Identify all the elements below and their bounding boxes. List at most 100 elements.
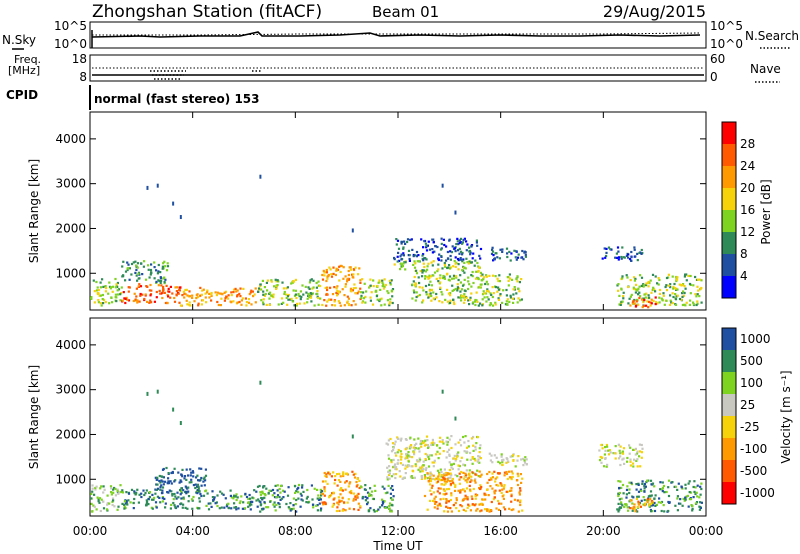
power-cell [111, 285, 115, 288]
velocity-cell [458, 482, 461, 485]
velocity-cell [629, 446, 632, 449]
power-cell [446, 250, 449, 254]
velocity-cell [439, 436, 442, 439]
power-cell [471, 270, 474, 274]
velocity-cell [338, 472, 341, 475]
velocity-cell [269, 500, 272, 503]
power-cell [324, 286, 327, 289]
power-cell [501, 248, 504, 251]
velocity-cell [173, 480, 176, 483]
power-cell [162, 262, 165, 265]
velocity-cell [180, 473, 183, 477]
power-cell [283, 292, 286, 295]
velocity-cell [491, 476, 494, 479]
velocity-cell [216, 504, 219, 508]
power-cell [411, 248, 414, 251]
power-cell [357, 273, 360, 276]
power-cell [683, 291, 686, 295]
power-cell [523, 250, 526, 253]
velocity-cell [463, 475, 466, 478]
power-cell [642, 297, 646, 300]
velocity-cell [478, 461, 481, 464]
power-cell [236, 295, 239, 298]
power-cell [262, 303, 265, 306]
velocity-cell [468, 469, 471, 472]
power-cell [501, 250, 504, 253]
power-cell [643, 299, 646, 302]
velocity-cell [464, 494, 467, 497]
velocity-cell [649, 490, 653, 493]
power-cell [638, 296, 641, 300]
velocity-cell [192, 475, 195, 478]
velocity-cell [501, 495, 504, 498]
power-cell [414, 262, 417, 265]
power-cell [421, 254, 424, 257]
power-cell [402, 246, 405, 249]
power-cell [227, 297, 230, 300]
power-cell [638, 291, 641, 294]
velocity-cell [459, 491, 462, 494]
velocity-cell [166, 491, 169, 494]
power-cell [421, 269, 424, 272]
velocity-cell [167, 477, 170, 480]
power-cell [656, 302, 659, 305]
velocity-cell [617, 502, 620, 505]
velocity-cell [474, 478, 477, 481]
velocity-cell [496, 476, 499, 479]
power-cell [185, 288, 188, 291]
power-cell [643, 304, 646, 307]
power-cell [290, 297, 293, 300]
power-cell [184, 293, 187, 296]
velocity-cell [472, 444, 475, 447]
power-cell [400, 240, 403, 243]
power-cell [399, 255, 402, 258]
power-cell [422, 246, 425, 249]
velocity-cell [634, 453, 637, 456]
power-cell [482, 276, 486, 279]
power-cell [364, 295, 367, 298]
velocity-cell [465, 469, 468, 472]
velocity-cell [250, 503, 253, 506]
velocity-cell [281, 489, 285, 492]
power-cell [105, 287, 108, 290]
velocity-cell [478, 503, 481, 506]
power-cell [360, 294, 363, 297]
velocity-cell [490, 500, 493, 504]
velocity-cell [147, 497, 150, 501]
velocity-cell [383, 487, 386, 490]
velocity-cell [424, 468, 427, 472]
velocity-cell [667, 494, 671, 498]
power-cell [160, 284, 163, 287]
power-cell [452, 274, 456, 277]
power-cell [382, 283, 385, 286]
velocity-cell [626, 456, 629, 460]
power-colorbar-segment [722, 122, 736, 144]
power-cell [323, 299, 326, 302]
power-cell [359, 281, 362, 284]
power-cell [101, 278, 104, 281]
velocity-cell [427, 455, 430, 458]
velocity-cell [97, 498, 100, 501]
power-cell [216, 300, 219, 304]
power-cell [430, 294, 433, 298]
velocity-cell [340, 487, 343, 490]
velocity-cell [454, 459, 457, 462]
velocity-cell [424, 439, 427, 442]
velocity-colorbar-tick-label: -25 [740, 420, 760, 434]
velocity-cell [206, 492, 209, 495]
velocity-cell [600, 443, 603, 447]
velocity-cell [202, 480, 205, 483]
velocity-cell [325, 475, 328, 478]
velocity-cell [133, 492, 136, 495]
power-cell [325, 304, 328, 307]
power-cell [509, 296, 512, 299]
velocity-cell [443, 483, 446, 486]
power-cell [270, 279, 273, 282]
power-cell [108, 302, 111, 305]
power-cell [116, 293, 119, 296]
velocity-cell [614, 452, 617, 455]
power-cell [456, 240, 459, 243]
power-cell [325, 279, 328, 283]
velocity-colorbar-tick-label: -100 [740, 442, 767, 456]
power-cell [443, 263, 446, 267]
